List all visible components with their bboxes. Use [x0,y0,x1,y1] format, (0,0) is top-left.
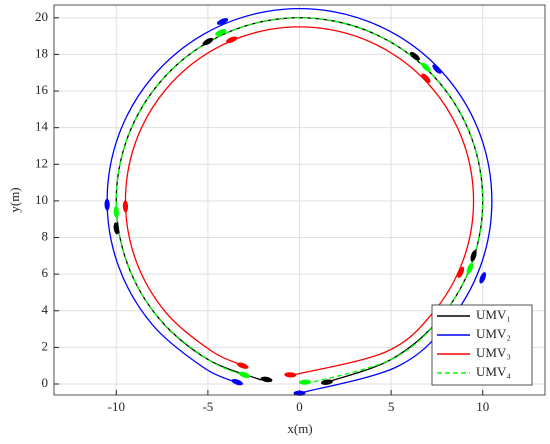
vessel-marker [470,250,477,262]
vessel-marker [104,198,110,211]
vessel-marker [122,200,129,213]
legend-label: UMV₁ [476,307,511,322]
vessel-marker [202,37,214,46]
vessel-marker [421,62,431,72]
x-tick-label: 5 [388,399,395,414]
vessel-marker [409,52,420,61]
vessel-marker [293,390,306,396]
y-tick-label: 0 [42,375,49,390]
y-tick-label: 4 [42,302,49,317]
vessel-marker [113,222,120,235]
y-tick-label: 20 [35,9,48,24]
x-tick-label: 10 [476,399,489,414]
x-axis-label: x(m) [287,421,312,436]
plot-border [53,4,546,396]
legend-label: UMV₃ [476,345,511,360]
vessel-marker [432,64,442,74]
x-tick-label: -10 [108,399,125,414]
y-tick-label: 14 [35,119,49,134]
vessel-marker [298,379,311,385]
vessel-marker [231,379,243,386]
vessel-marker [421,73,431,83]
series-line [124,26,475,376]
legend-box [431,304,533,386]
x-tick-label: -5 [202,399,213,414]
series-line [106,8,493,394]
y-axis-label: y(m) [7,187,22,212]
y-tick-label: 16 [35,82,49,97]
vessel-marker [236,362,249,369]
y-tick-label: 2 [42,338,49,353]
y-tick-label: 10 [35,192,48,207]
legend-label: UMV₂ [476,326,511,341]
vessel-marker [466,263,474,275]
legend-label: UMV₄ [476,364,511,379]
vessel-marker [479,272,487,284]
vessel-marker [113,205,119,218]
x-tick-label: 0 [296,399,303,414]
vessel-marker [226,36,238,44]
vessel-marker [216,18,229,25]
vessel-marker [260,376,273,383]
series-line [115,17,484,385]
vessel-marker [284,372,297,378]
y-tick-label: 18 [35,45,48,60]
y-tick-label: 6 [42,265,49,280]
y-tick-label: 8 [42,229,49,244]
y-tick-label: 12 [35,155,48,170]
vessel-marker [321,379,333,385]
vessel-marker [215,29,227,36]
vessel-marker [238,371,251,378]
vessel-marker [457,266,465,278]
